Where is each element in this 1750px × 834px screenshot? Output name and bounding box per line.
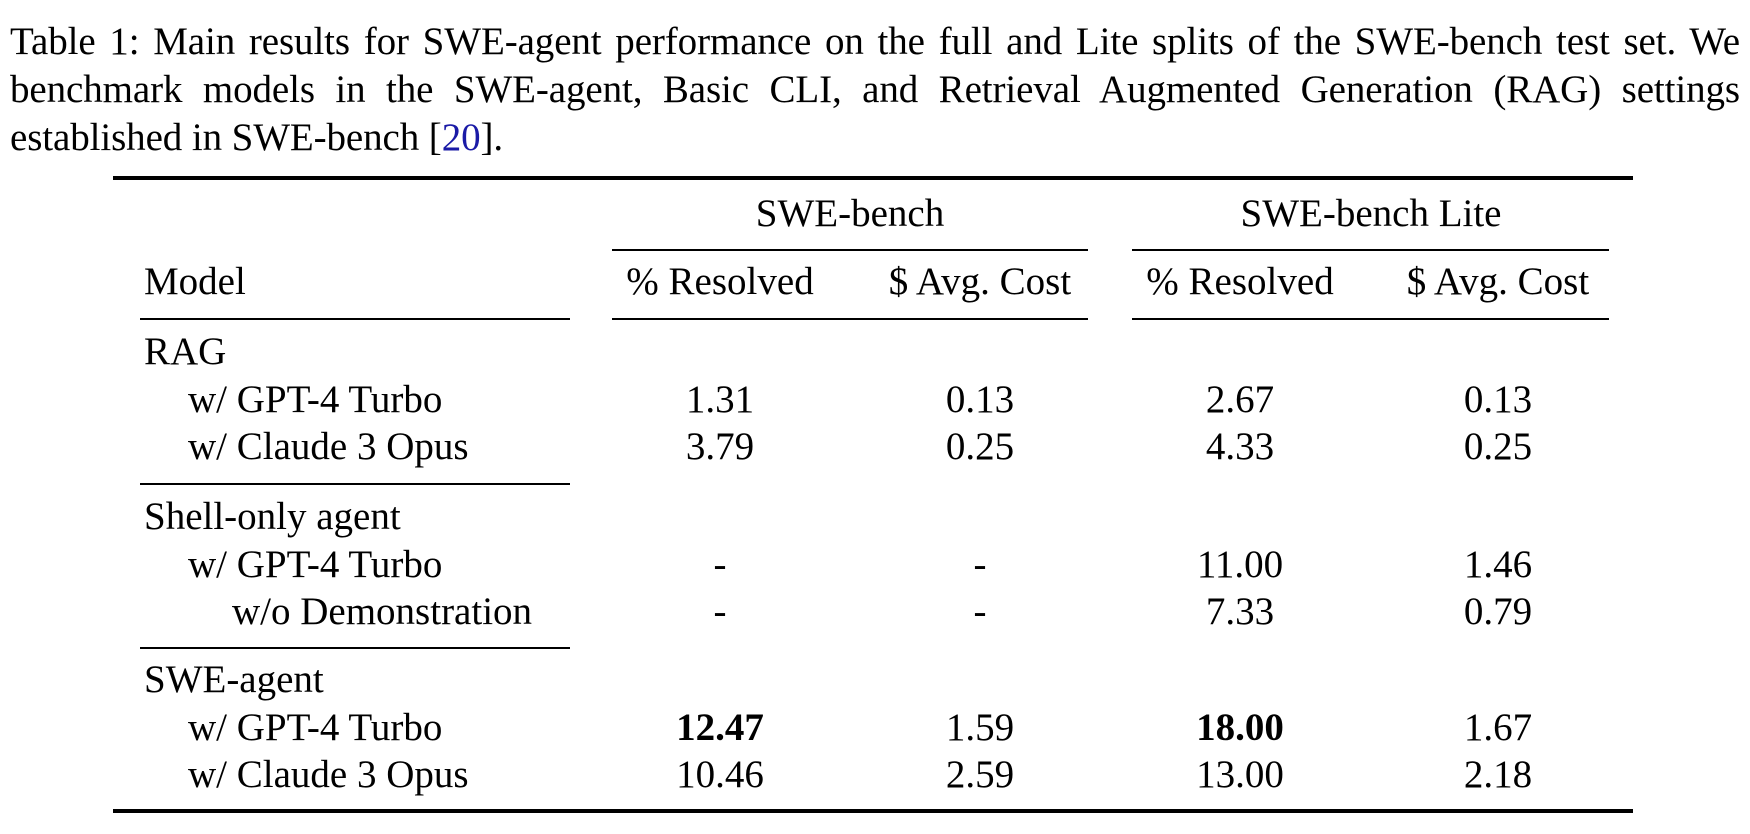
cell-cost-full: 0.13: [945, 378, 1015, 421]
group-header-swe-bench: SWE-bench: [755, 192, 945, 235]
section-label-rag: RAG: [144, 330, 227, 373]
row-label: w/ Claude 3 Opus: [188, 753, 469, 796]
cell-cost-full: 2.59: [945, 753, 1015, 796]
column-header-resolved-lite: % Resolved: [1146, 260, 1334, 303]
row-label: w/o Demonstration: [232, 590, 533, 633]
cell-resolved-lite-best: 18.00: [1196, 706, 1284, 749]
column-header-resolved-full: % Resolved: [626, 260, 814, 303]
cell-resolved-lite: 13.00: [1196, 753, 1284, 796]
header-rule-swe-bench-lite: [1132, 318, 1609, 320]
bottom-rule: [113, 809, 1633, 813]
model-column-header: Model: [144, 260, 246, 303]
cell-cost-lite: 0.13: [1463, 378, 1533, 421]
table-caption: Table 1: Main results for SWE-agent perf…: [10, 18, 1740, 162]
group-underline-swe-bench: [612, 249, 1088, 251]
cell-resolved-full: 1.31: [685, 378, 755, 421]
caption-text-end: ].: [480, 116, 504, 159]
cell-resolved-full: 3.79: [685, 425, 755, 468]
cell-cost-lite: 0.79: [1463, 590, 1533, 633]
group-header-swe-bench-lite: SWE-bench Lite: [1240, 192, 1502, 235]
header-rule-model: [140, 318, 570, 320]
row-label: w/ Claude 3 Opus: [188, 425, 469, 468]
header-rule-swe-bench: [612, 318, 1088, 320]
cell-resolved-lite: 11.00: [1196, 543, 1284, 586]
citation-link[interactable]: 20: [441, 116, 481, 159]
cell-resolved-full: -: [713, 543, 727, 586]
row-label: w/ GPT-4 Turbo: [188, 378, 443, 421]
caption-text: Main results for SWE-agent performance o…: [10, 20, 1740, 159]
cell-resolved-full: -: [713, 590, 727, 633]
row-label: w/ GPT-4 Turbo: [188, 706, 443, 749]
cell-cost-full: 0.25: [945, 425, 1015, 468]
cell-cost-full: 1.59: [945, 706, 1015, 749]
cell-cost-full: -: [973, 590, 987, 633]
cell-resolved-full: 10.46: [676, 753, 764, 796]
section-label-shell-only: Shell-only agent: [144, 495, 401, 538]
cell-cost-lite: 2.18: [1463, 753, 1533, 796]
cell-cost-lite: 0.25: [1463, 425, 1533, 468]
column-header-cost-lite: $ Avg. Cost: [1406, 260, 1590, 303]
section-rule-2: [140, 647, 570, 649]
cell-cost-lite: 1.46: [1463, 543, 1533, 586]
caption-label: Table 1:: [10, 20, 140, 63]
top-rule: [113, 176, 1633, 180]
group-underline-swe-bench-lite: [1132, 249, 1609, 251]
column-header-cost-full: $ Avg. Cost: [888, 260, 1072, 303]
cell-cost-full: -: [973, 543, 987, 586]
cell-resolved-full-best: 12.47: [676, 706, 764, 749]
section-rule-1: [140, 483, 570, 485]
section-label-swe-agent: SWE-agent: [144, 658, 324, 701]
cell-resolved-lite: 4.33: [1205, 425, 1275, 468]
row-label: w/ GPT-4 Turbo: [188, 543, 443, 586]
cell-resolved-lite: 2.67: [1205, 378, 1275, 421]
cell-cost-lite: 1.67: [1463, 706, 1533, 749]
cell-resolved-lite: 7.33: [1205, 590, 1275, 633]
